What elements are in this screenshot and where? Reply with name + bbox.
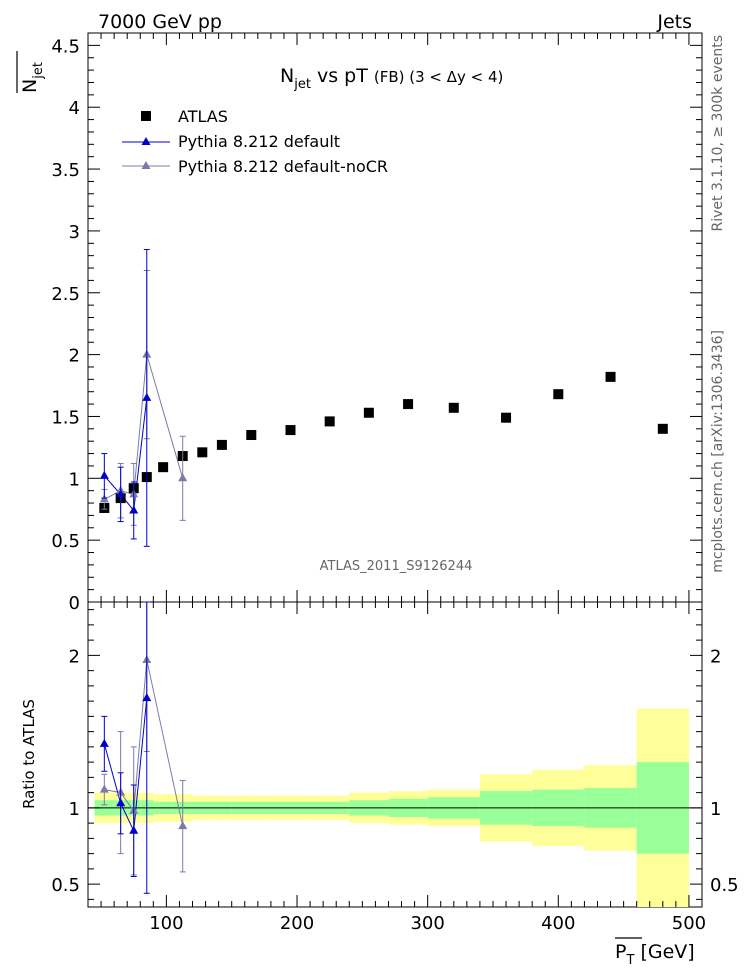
y-tick-label: 3.5 [51,160,80,181]
atlas-point [553,389,564,400]
pythia-default-point [129,505,139,514]
pythia-default-ratio-point [129,825,139,834]
ratio-y-tick-label-right: 1 [710,799,721,820]
y-tick-label: 2.5 [51,284,80,305]
xlabel-main: P [615,941,626,963]
svg-text:Njet: Njet [19,62,46,93]
header-right: Jets [656,11,692,33]
pythia-default-point [99,470,109,479]
legend-nocr-label: Pythia 8.212 default-noCR [178,157,388,176]
pythia-default-point [116,489,126,498]
x-tick-label: 100 [149,913,183,934]
header-left: 7000 GeV pp [98,11,222,33]
x-tick-label: 400 [541,913,575,934]
y-tick-label: 2 [69,346,80,367]
atlas-point [448,402,459,413]
main-ylabel-main: N [19,79,41,93]
pythia-default-ratio-line [103,698,148,833]
legend-nocr-marker [141,161,151,169]
main-ylabel: Njet [16,51,46,93]
xlabel-unit: [GeV] [634,941,694,963]
legend-default-marker [141,137,151,145]
ratio-y-tick-label: 1 [69,799,80,820]
chart-title-sub: jet [293,77,311,92]
legend-atlas-label: ATLAS [178,107,228,126]
chart-title: Njet vs pT (FB) (3 < Δy < 4) [280,65,503,92]
analysis-watermark: ATLAS_2011_S9126244 [320,559,473,574]
rivet-label: Rivet 3.1.10, ≥ 300k events [710,35,726,232]
series-lines [103,354,184,833]
atlas-point [285,425,296,436]
atlas-point [216,439,227,450]
chart-title-main: N [280,65,294,87]
x-tick-label: 300 [410,913,444,934]
atlas-point [501,412,512,423]
xlabel: PT [GeV] [615,937,695,968]
xlabel-sub: T [625,953,634,968]
legend-default-label: Pythia 8.212 default [178,132,340,151]
y-tick-label: 4.5 [51,36,80,57]
svg-text:PT [GeV]: PT [GeV] [615,941,695,968]
pythia-nocr-ratio-point [99,784,109,793]
x-tick-label: 500 [672,913,706,934]
pythia-nocr-ratio-point [178,821,188,830]
atlas-point [324,416,335,427]
pythia-default-line [103,397,148,512]
atlas-point [158,462,169,473]
y-tick-label: 1.5 [51,407,80,428]
mcplots-label: mcplots.cern.ch [arXiv:1306.3436] [710,330,726,573]
y-tick-label: 0.5 [51,531,80,552]
ratio-y-tick-label: 0.5 [51,875,80,896]
ratio-y-tick-label-right: 2 [710,646,721,667]
chart-title-rest: vs pT [311,65,374,87]
main-ylabel-sub: jet [31,62,46,80]
ratio-ylabel: Ratio to ATLAS [20,699,38,809]
atlas-point [197,447,208,458]
atlas-point [246,430,257,441]
legend: ATLAS Pythia 8.212 default Pythia 8.212 … [122,107,388,176]
pythia-default-ratio-point [142,693,152,702]
y-tick-label: 1 [69,469,80,490]
atlas-point [363,407,374,418]
atlas-point [657,423,668,434]
pythia-default-ratio-point [116,798,126,807]
x-tick-label: 200 [280,913,314,934]
y-tick-label: 3 [69,222,80,243]
atlas-point [403,399,414,410]
pythia-default-ratio-point [99,738,109,747]
pythia-default-point [142,392,152,401]
legend-atlas-marker [141,111,151,121]
y-tick-label: 0 [69,593,80,614]
chart-title-small: (FB) (3 < Δy < 4) [374,68,504,86]
ratio-y-tick-label-right: 0.5 [710,875,739,896]
ratio-plot-frame [87,601,703,908]
y-tick-label: 4 [69,98,80,119]
axis-ticks: 100 200 300 400 500 0 0.5 1 1.5 2 2.5 3 3.5 4 4.5 0.5 0.… [51,32,739,934]
atlas-point [605,371,616,382]
pythia-nocr-point [178,473,188,482]
ratio-y-tick-label: 2 [69,646,80,667]
chart-marks [99,248,668,894]
